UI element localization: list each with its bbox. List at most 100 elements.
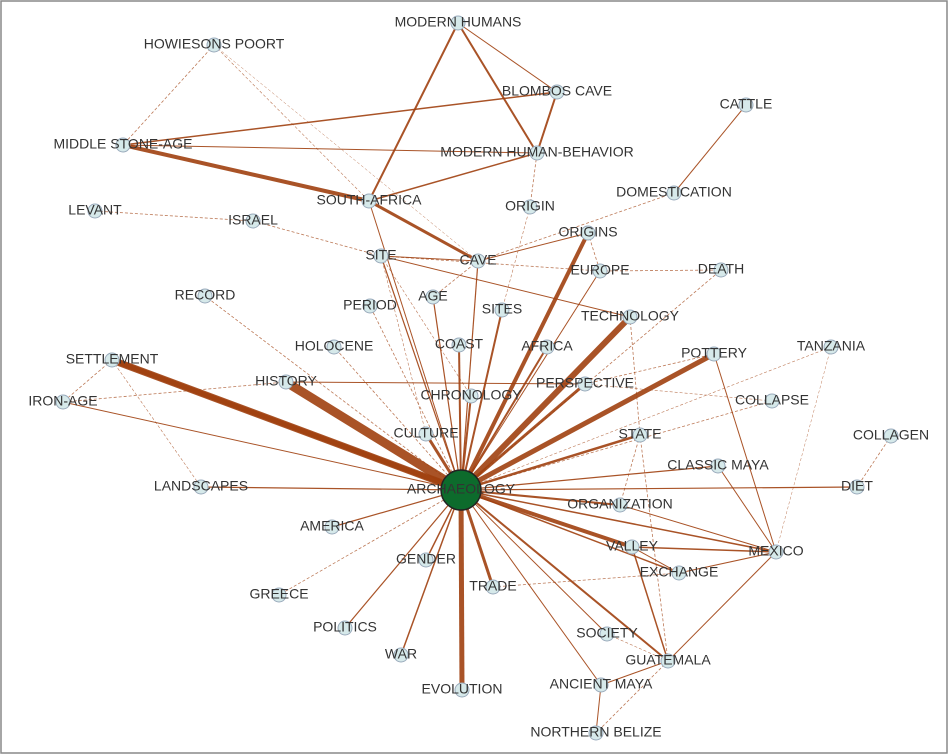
node-label: POTTERY xyxy=(681,345,748,361)
node xyxy=(326,339,342,355)
node-label: SOCIETY xyxy=(576,625,638,641)
node xyxy=(529,145,545,161)
edge xyxy=(492,572,680,588)
node xyxy=(418,426,434,442)
edge xyxy=(460,433,641,492)
edge xyxy=(599,269,722,272)
edge xyxy=(477,232,589,262)
edge xyxy=(122,91,558,146)
edge xyxy=(536,91,558,154)
node-label: STATE xyxy=(618,426,661,442)
node-label: ISRAEL xyxy=(228,212,278,228)
edge xyxy=(283,378,464,494)
node-label: AGE xyxy=(418,288,448,304)
edge xyxy=(584,383,773,402)
edge xyxy=(111,359,202,488)
node xyxy=(599,626,615,642)
edge xyxy=(62,401,462,491)
node-label: GREECE xyxy=(249,586,308,602)
node-label: CULTURE xyxy=(393,425,458,441)
node xyxy=(206,37,222,53)
edge xyxy=(460,489,608,635)
node-label: AMERICA xyxy=(300,518,364,534)
node xyxy=(706,346,722,362)
node xyxy=(193,479,209,495)
edge xyxy=(595,684,602,734)
node-label: COAST xyxy=(435,336,484,352)
node-label: DIET xyxy=(841,478,873,494)
edge xyxy=(460,488,633,549)
node-label: POLITICS xyxy=(313,619,377,635)
node xyxy=(470,253,486,269)
node xyxy=(463,388,479,404)
node xyxy=(768,544,784,560)
edge xyxy=(285,381,586,385)
edge xyxy=(380,255,631,318)
node-label: IRON-AGE xyxy=(28,393,97,409)
edge xyxy=(639,434,669,662)
edge xyxy=(459,232,590,491)
edge xyxy=(460,260,479,491)
node xyxy=(440,469,482,511)
node-label: HOWIESONS POORT xyxy=(144,36,285,52)
edge xyxy=(595,660,669,734)
node xyxy=(451,337,467,353)
node-label: TRADE xyxy=(469,578,516,594)
node-label: SOUTH-AFRICA xyxy=(317,192,423,208)
edge xyxy=(432,296,462,491)
edge xyxy=(460,489,602,686)
edge xyxy=(529,152,538,208)
node xyxy=(494,302,510,318)
edge xyxy=(631,546,777,553)
node-label: SITE xyxy=(365,247,396,263)
edge xyxy=(460,346,832,491)
edge xyxy=(380,255,472,397)
node xyxy=(666,185,682,201)
edge xyxy=(678,551,777,574)
edge xyxy=(122,44,215,146)
node-label: CAVE xyxy=(459,252,496,268)
edge xyxy=(333,346,462,491)
node-label: TANZANIA xyxy=(797,338,866,354)
node xyxy=(362,298,378,314)
edge xyxy=(400,489,462,656)
edge xyxy=(458,344,462,491)
edge xyxy=(460,489,621,506)
node-label: ARCHAEOLOGY xyxy=(407,481,516,497)
node xyxy=(361,193,377,209)
node-label: WAR xyxy=(385,646,417,662)
edge xyxy=(252,220,382,257)
node xyxy=(713,262,729,278)
node-label: SITES xyxy=(482,301,522,317)
node xyxy=(539,339,555,355)
node-label: SETTLEMENT xyxy=(66,351,159,367)
edge xyxy=(460,486,858,491)
edge xyxy=(667,551,777,662)
node-label: CATTLE xyxy=(720,96,773,112)
node-label: ORGANIZATION xyxy=(567,496,673,512)
edge xyxy=(619,504,777,553)
edge xyxy=(368,200,462,491)
node-label: HOLOCENE xyxy=(295,338,374,354)
node xyxy=(278,374,294,390)
node-label: MEXICO xyxy=(748,543,803,559)
node-label: ORIGINS xyxy=(558,224,617,240)
edge xyxy=(278,489,462,596)
node-label: GUATEMALA xyxy=(625,652,711,668)
node xyxy=(849,479,865,495)
edge xyxy=(460,489,777,553)
node xyxy=(671,565,687,581)
node-label: NORTHERN BELIZE xyxy=(530,724,661,740)
edge xyxy=(501,206,531,311)
edge xyxy=(213,44,479,262)
node xyxy=(710,458,726,474)
node-label: DOMESTICATION xyxy=(616,184,732,200)
edge xyxy=(775,346,832,553)
edge xyxy=(344,489,462,629)
edge xyxy=(369,305,462,491)
node xyxy=(738,97,754,113)
edge xyxy=(459,351,716,493)
node xyxy=(592,263,608,279)
